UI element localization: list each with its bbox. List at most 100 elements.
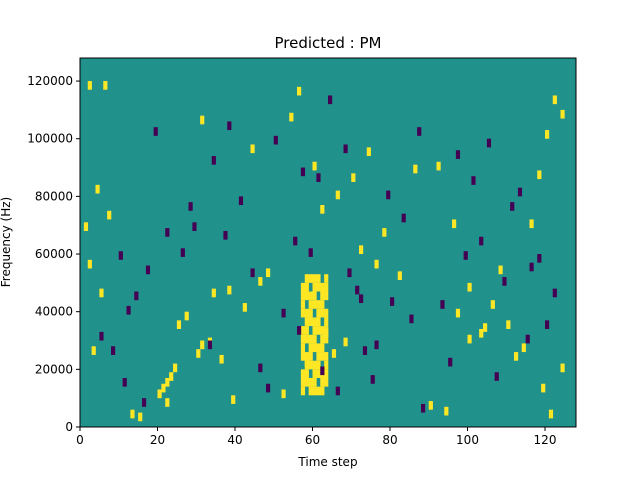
heatmap-cell-high	[541, 383, 546, 393]
heatmap-cell-high	[304, 274, 309, 283]
heatmap-cell-high	[308, 334, 313, 344]
heatmap-cell-high	[316, 308, 321, 318]
heatmap-cell-high	[324, 282, 329, 292]
heatmap-cell-high	[467, 334, 472, 344]
heatmap-cell-high	[331, 349, 337, 358]
heatmap-cell-high	[304, 369, 309, 378]
heatmap-cell-high	[324, 369, 329, 378]
heatmap-cell-high	[343, 337, 348, 347]
heatmap-cell-low	[300, 167, 306, 177]
heatmap-cell-low	[552, 288, 557, 298]
heatmap-cell-low	[486, 138, 492, 148]
heatmap-cell-high	[200, 340, 205, 350]
heatmap-cell-high	[490, 300, 495, 309]
heatmap-cell-high	[316, 274, 321, 283]
heatmap-cell-high	[382, 228, 387, 237]
heatmap-cell-high	[312, 377, 317, 387]
heatmap-cell-high	[87, 259, 92, 269]
heatmap-cell-high	[316, 343, 321, 353]
heatmap-cell-high	[359, 245, 364, 255]
heatmap-cell-high	[91, 346, 96, 355]
heatmap-cell-high	[304, 317, 309, 327]
heatmap-cell-high	[219, 354, 224, 364]
heatmap-cell-high	[320, 352, 325, 361]
heatmap-cell-high	[308, 291, 313, 301]
heatmap-cell-high	[316, 352, 321, 361]
heatmap-cell-high	[320, 282, 325, 292]
heatmap-cell-high	[312, 326, 317, 335]
heatmap-cell-high	[99, 288, 104, 298]
heatmap-cell-high	[312, 274, 317, 283]
heatmap-cell-high	[552, 95, 557, 105]
heatmap-cells	[83, 81, 565, 422]
heatmap-cell-low	[335, 386, 340, 396]
y-axis-ticks: 0 20000 40000 60000 80000 100000 120000	[27, 74, 80, 434]
heatmap-cell-low	[417, 127, 422, 136]
heatmap-cell-high	[514, 352, 519, 361]
heatmap-cell-high	[324, 377, 329, 387]
heatmap-cell-high	[312, 360, 317, 370]
plot-frame	[79, 57, 577, 428]
heatmap-cell-high	[176, 320, 182, 329]
heatmap-cell-high	[281, 389, 286, 399]
heatmap-cell-high	[316, 282, 321, 292]
x-tick-label: 100	[456, 433, 479, 447]
heatmap-cell-low	[479, 236, 484, 246]
heatmap-cell-high	[436, 161, 441, 171]
heatmap-cell-low	[99, 331, 104, 341]
heatmap-cell-high	[351, 173, 356, 182]
heatmap-cell-low	[409, 314, 414, 324]
heatmap-cell-high	[413, 164, 418, 174]
heatmap-cell-low	[494, 372, 499, 381]
heatmap-cell-low	[343, 144, 348, 154]
heatmap-cell-high	[320, 343, 325, 353]
y-tick-label: 40000	[35, 305, 73, 319]
heatmap-cell-high	[320, 308, 325, 318]
heatmap-cell-high	[300, 334, 306, 344]
heatmap-cell-high	[324, 360, 329, 370]
heatmap-cell-high	[498, 265, 503, 275]
heatmap-cell-high	[312, 291, 317, 301]
heatmap-cell-high	[211, 288, 216, 298]
heatmap-cell-high	[545, 130, 550, 139]
heatmap-cell-high	[316, 360, 321, 370]
heatmap-cell-high	[320, 377, 325, 387]
heatmap-cell-low	[207, 340, 213, 350]
heatmap-cell-high	[95, 184, 100, 194]
x-tick-label: 80	[382, 433, 397, 447]
heatmap-cell-low	[463, 251, 468, 260]
heatmap-cell-low	[142, 398, 147, 407]
heatmap-cell-high	[304, 334, 309, 344]
heatmap-cell-low	[517, 187, 523, 197]
y-tick-label: 60000	[35, 247, 73, 261]
heatmap-cell-low	[281, 308, 286, 318]
heatmap-cell-high	[304, 308, 309, 318]
heatmap-cell-low	[111, 346, 116, 355]
heatmap-cell-low	[308, 248, 313, 257]
heatmap-cell-high	[521, 343, 526, 353]
chart-title: Predicted : PM	[275, 34, 382, 52]
y-tick-label: 20000	[35, 362, 73, 376]
heatmap-cell-low	[545, 320, 550, 329]
heatmap-cell-low	[401, 213, 406, 223]
heatmap-cell-high	[83, 222, 89, 231]
y-tick-label: 100000	[27, 132, 73, 146]
heatmap-cell-high	[548, 409, 554, 419]
heatmap-cell-low	[537, 254, 542, 263]
heatmap-cell-low	[328, 95, 333, 105]
heatmap-cell-high	[304, 352, 309, 361]
heatmap-cell-high	[428, 401, 433, 410]
heatmap-cell-high	[173, 363, 178, 373]
heatmap-cell-low	[362, 346, 368, 355]
heatmap-cell-low	[118, 251, 123, 260]
heatmap-cell-low	[134, 291, 139, 301]
heatmap-cell-low	[386, 190, 391, 200]
heatmap-cell-high	[316, 369, 321, 378]
heatmap-cell-high	[320, 300, 325, 309]
heatmap-cell-high	[324, 308, 329, 318]
heatmap-cell-high	[312, 300, 317, 309]
heatmap-cell-high	[308, 300, 313, 309]
heatmap-cell-low	[266, 383, 271, 393]
heatmap-cell-high	[324, 352, 329, 361]
